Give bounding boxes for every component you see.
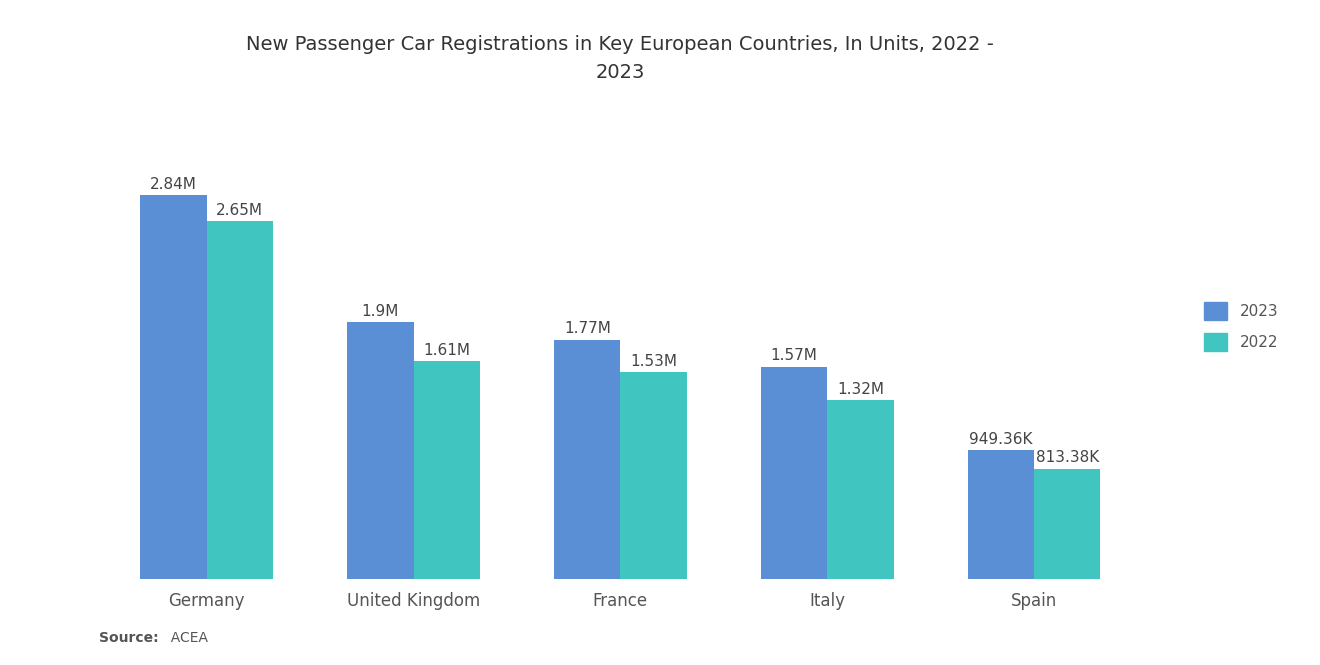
Bar: [1034, 469, 1101, 579]
Text: 1.61M: 1.61M: [424, 343, 470, 358]
Text: 1.32M: 1.32M: [837, 382, 884, 397]
Text: 1.57M: 1.57M: [771, 348, 817, 363]
Bar: [620, 372, 686, 579]
Text: 1.9M: 1.9M: [362, 304, 399, 319]
Bar: [762, 366, 828, 579]
Bar: [968, 450, 1034, 579]
Bar: [140, 196, 207, 579]
Bar: [207, 221, 273, 579]
Bar: [828, 400, 894, 579]
Text: 1.77M: 1.77M: [564, 321, 611, 336]
Bar: [347, 322, 413, 579]
Text: 949.36K: 949.36K: [969, 432, 1032, 447]
Text: 2.84M: 2.84M: [150, 177, 197, 192]
Text: Source:: Source:: [99, 631, 158, 645]
Text: 813.38K: 813.38K: [1036, 450, 1100, 466]
Bar: [554, 340, 620, 579]
Text: 1.53M: 1.53M: [630, 354, 677, 368]
Legend: 2023, 2022: 2023, 2022: [1204, 302, 1278, 351]
Bar: [413, 361, 479, 579]
Title: New Passenger Car Registrations in Key European Countries, In Units, 2022 -
2023: New Passenger Car Registrations in Key E…: [247, 35, 994, 82]
Text: 2.65M: 2.65M: [216, 203, 263, 217]
Text: ACEA: ACEA: [162, 631, 209, 645]
